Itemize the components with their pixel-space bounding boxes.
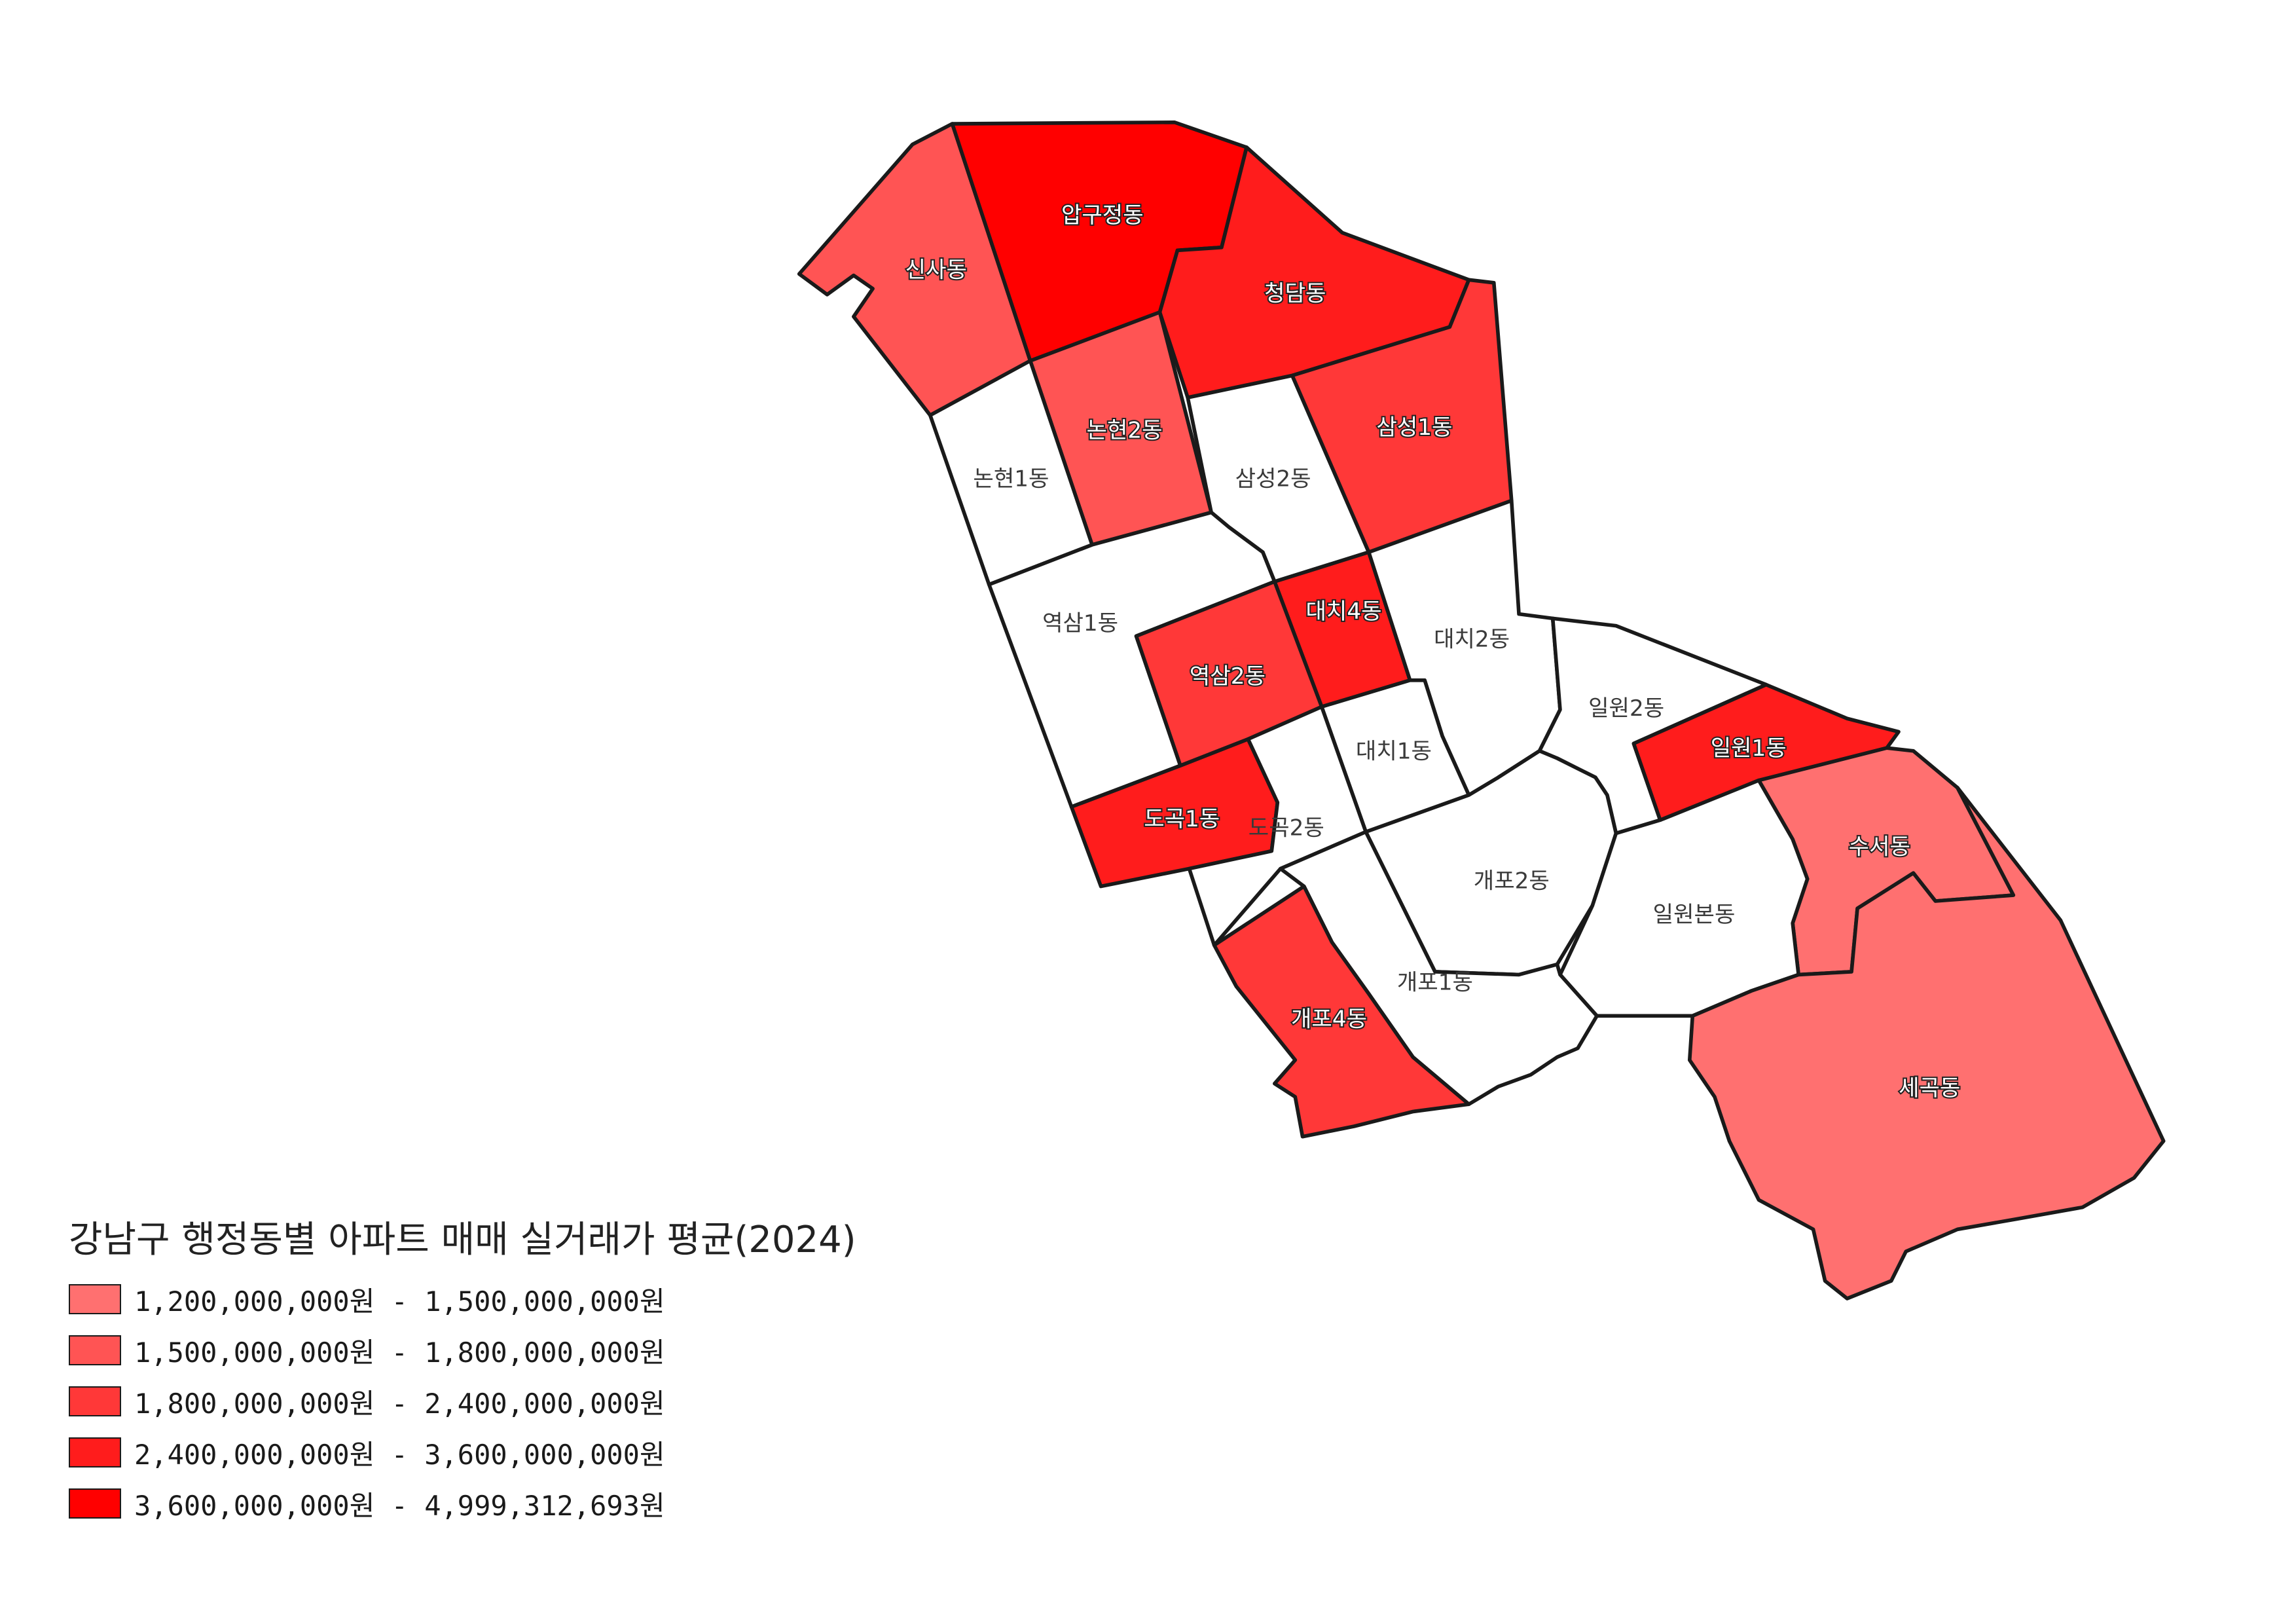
district-gaepo4[interactable] [1212,884,1471,1139]
legend-label: 1,800,000,000원 - 2,400,000,000원 [134,1387,665,1420]
district-label-segok: 세곡동 [1899,1075,1960,1101]
district-label-yeoksam2: 역삼2동 [1190,663,1266,690]
legend-label: 2,400,000,000원 - 3,600,000,000원 [134,1438,665,1471]
district-label-dogok2: 도곡2동 [1248,815,1324,841]
district-label-cheongdam: 청담동 [1264,280,1326,306]
legend-swatch [69,1335,121,1365]
district-segok[interactable] [1687,786,2166,1301]
district-label-nonhyeon2: 논현2동 [1087,417,1163,443]
district-label-dogok1: 도곡1동 [1144,806,1220,832]
district-label-apgujeong: 압구정동 [1061,202,1144,229]
legend-item: 3,600,000,000원 - 4,999,312,693원 [69,1485,856,1522]
legend-item: 1,800,000,000원 - 2,400,000,000원 [69,1382,856,1420]
legend-item: 1,500,000,000원 - 1,800,000,000원 [69,1331,856,1369]
district-sinsa[interactable] [797,122,1032,417]
legend-label: 1,500,000,000원 - 1,800,000,000원 [134,1336,665,1369]
district-label-daechi2: 대치2동 [1434,627,1510,653]
district-label-daechi4: 대치4동 [1305,599,1381,625]
district-label-irwonbon: 일원본동 [1653,902,1736,928]
district-polygons [797,120,2166,1301]
legend-swatch [69,1284,121,1314]
legend-label: 3,600,000,000원 - 4,999,312,693원 [134,1489,665,1522]
district-label-yeoksam1: 역삼1동 [1042,610,1118,637]
district-label-samseong2: 삼성2동 [1235,466,1311,492]
legend-swatch [69,1437,121,1467]
district-label-irwon1: 일원1동 [1711,735,1787,762]
district-label-suseo: 수서동 [1849,834,1910,860]
legend-swatch [69,1386,121,1416]
legend-swatch [69,1488,121,1519]
district-label-daechi1: 대치1동 [1356,738,1432,764]
district-label-irwon2: 일원2동 [1588,695,1664,722]
district-label-sinsa: 신사동 [905,257,967,283]
district-label-samseong1: 삼성1동 [1376,415,1452,441]
map-title: 강남구 행정동별 아파트 매매 실거래가 평균(2024) [69,1219,856,1261]
map-legend: 강남구 행정동별 아파트 매매 실거래가 평균(2024) 1,200,000,… [69,1210,856,1536]
district-label-gaepo4: 개포4동 [1291,1006,1367,1033]
legend-items: 1,200,000,000원 - 1,500,000,000원 1,500,00… [69,1280,856,1522]
district-label-nonhyeon1: 논현1동 [973,466,1049,492]
district-label-gaepo1: 개포1동 [1397,969,1473,995]
legend-label: 1,200,000,000원 - 1,500,000,000원 [134,1285,665,1318]
district-label-gaepo2: 개포2동 [1474,868,1550,894]
legend-item: 1,200,000,000원 - 1,500,000,000원 [69,1280,856,1318]
legend-item: 2,400,000,000원 - 3,600,000,000원 [69,1433,856,1471]
